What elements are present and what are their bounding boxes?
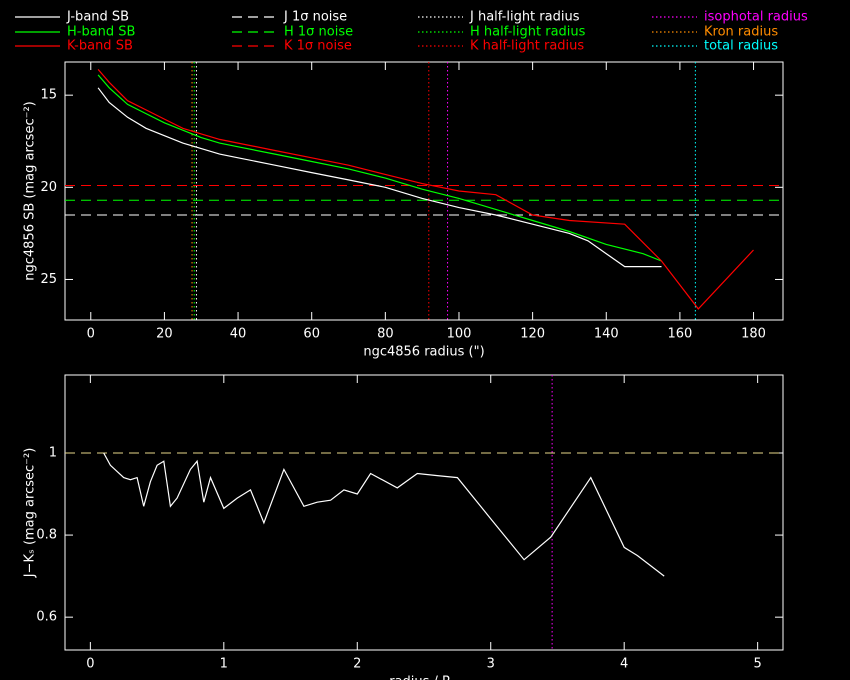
profile-line [97, 74, 662, 262]
x-tick-label: 3 [487, 657, 495, 672]
x-tick-label: 5 [754, 657, 762, 672]
profile-line [97, 87, 662, 268]
profile-line [103, 452, 665, 577]
x-tick-label: 100 [447, 327, 472, 342]
plot-frame [64, 61, 784, 321]
x-tick-label: 80 [377, 327, 394, 342]
legend-label: J 1σ noise [283, 10, 347, 25]
x-axis-label: radius / Rⱼₑ [389, 675, 459, 680]
x-tick-label: 0 [86, 657, 94, 672]
x-tick-label: 2 [353, 657, 361, 672]
x-tick-label: 160 [667, 327, 692, 342]
y-axis-label: ngc4856 SB (mag arcsec⁻²) [23, 101, 38, 280]
legend-label: J half-light radius [469, 10, 580, 25]
plot-frame [64, 374, 784, 651]
x-axis-label: ngc4856 radius (") [363, 345, 484, 360]
x-tick-label: 20 [156, 327, 173, 342]
y-tick-label: 25 [40, 272, 57, 287]
x-tick-label: 4 [620, 657, 628, 672]
legend-label: H-band SB [67, 25, 135, 40]
x-tick-label: 40 [230, 327, 247, 342]
legend-label: isophotal radius [704, 10, 808, 25]
y-tick-label: 1 [49, 445, 57, 460]
profile-line [97, 69, 754, 310]
legend-label: H 1σ noise [284, 25, 353, 40]
x-tick-label: 120 [520, 327, 545, 342]
x-tick-label: 180 [741, 327, 766, 342]
y-tick-label: 20 [40, 180, 57, 195]
x-tick-label: 60 [303, 327, 320, 342]
x-tick-label: 140 [594, 327, 619, 342]
legend-label: H half-light radius [470, 25, 586, 40]
x-tick-label: 0 [87, 327, 95, 342]
legend-label: J-band SB [66, 10, 129, 25]
legend-label: K half-light radius [470, 39, 584, 54]
legend-label: total radius [704, 39, 778, 54]
legend-label: K-band SB [67, 39, 133, 54]
legend-label: K 1σ noise [284, 39, 352, 54]
x-tick-label: 1 [220, 657, 228, 672]
legend-label: Kron radius [704, 25, 778, 40]
y-tick-label: 0.6 [36, 610, 57, 625]
y-axis-label: J−Kₛ (mag arcsec⁻²) [23, 448, 38, 579]
y-tick-label: 0.8 [36, 528, 57, 543]
y-tick-label: 15 [40, 88, 57, 103]
